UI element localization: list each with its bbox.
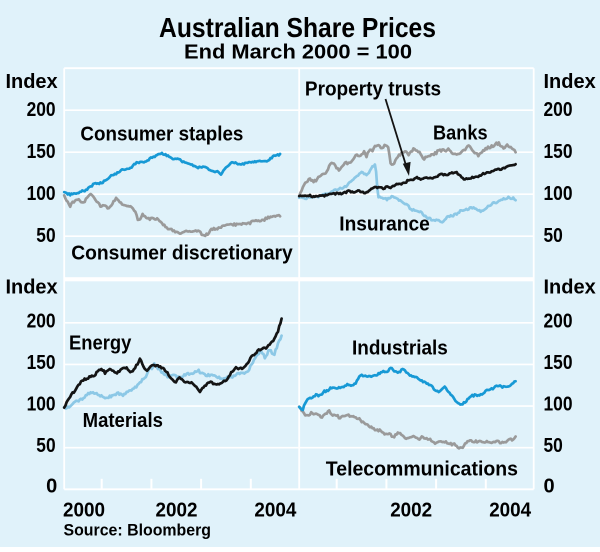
svg-text:2004: 2004 — [254, 500, 297, 522]
svg-text:100: 100 — [27, 394, 56, 416]
svg-text:50: 50 — [544, 435, 563, 457]
svg-text:50: 50 — [36, 435, 55, 457]
svg-text:2000: 2000 — [63, 500, 105, 522]
svg-text:150: 150 — [544, 352, 573, 374]
svg-text:100: 100 — [544, 394, 573, 416]
svg-text:100: 100 — [544, 183, 573, 205]
svg-text:200: 200 — [27, 99, 56, 121]
svg-text:50: 50 — [544, 225, 563, 247]
svg-text:2002: 2002 — [156, 500, 198, 522]
svg-text:200: 200 — [544, 310, 573, 332]
svg-text:Telecommunications: Telecommunications — [326, 458, 518, 480]
svg-text:200: 200 — [27, 310, 56, 332]
svg-text:Index: Index — [544, 71, 596, 93]
svg-text:Energy: Energy — [69, 333, 132, 355]
svg-text:100: 100 — [27, 183, 56, 205]
svg-text:150: 150 — [544, 141, 573, 163]
svg-text:0: 0 — [46, 475, 57, 497]
svg-text:Australian Share Prices: Australian Share Prices — [159, 12, 436, 43]
svg-text:Consumer discretionary: Consumer discretionary — [71, 243, 293, 265]
svg-text:50: 50 — [36, 225, 55, 247]
svg-text:Banks: Banks — [433, 123, 488, 145]
svg-text:Index: Index — [544, 277, 596, 299]
svg-text:Index: Index — [5, 277, 57, 299]
svg-text:2002: 2002 — [390, 500, 432, 522]
svg-text:Source: Bloomberg: Source: Bloomberg — [64, 521, 212, 540]
svg-text:Property trusts: Property trusts — [305, 78, 441, 100]
svg-text:150: 150 — [27, 352, 56, 374]
svg-text:2004: 2004 — [489, 500, 532, 522]
svg-text:Consumer staples: Consumer staples — [80, 124, 243, 146]
svg-text:200: 200 — [544, 99, 573, 121]
svg-text:150: 150 — [27, 141, 56, 163]
svg-text:Materials: Materials — [83, 410, 163, 432]
svg-text:End March 2000 = 100: End March 2000 = 100 — [184, 41, 412, 64]
svg-text:Industrials: Industrials — [352, 338, 448, 360]
svg-text:0: 0 — [544, 475, 555, 497]
svg-text:Insurance: Insurance — [339, 214, 430, 236]
svg-text:Index: Index — [5, 71, 57, 93]
